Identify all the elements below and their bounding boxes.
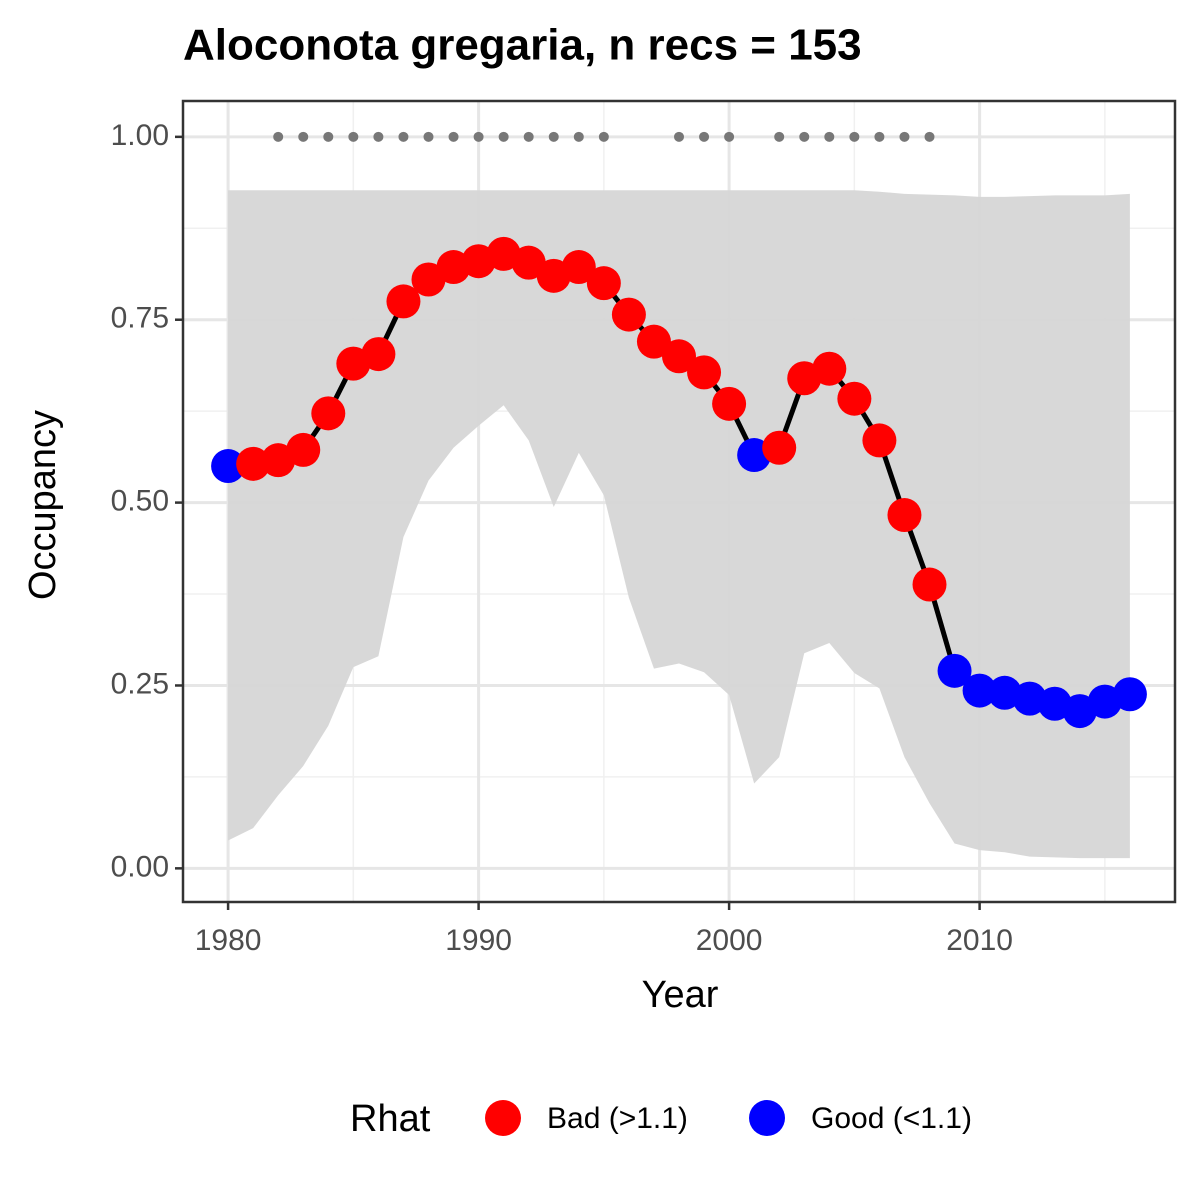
point (937, 653, 972, 688)
y-tick-label: 0.75 (111, 302, 169, 335)
record-dot (498, 131, 509, 142)
record-dot (398, 131, 409, 142)
record-dot (573, 131, 584, 142)
point (636, 324, 671, 359)
confidence-ribbon (228, 190, 1130, 859)
point (411, 262, 446, 297)
y-tick-label: 0.25 (111, 667, 169, 700)
x-tick-label: 1990 (445, 924, 512, 957)
record-dot (849, 131, 860, 142)
record-dot (598, 131, 609, 142)
point (386, 284, 421, 319)
y-axis-title: Occupancy (22, 410, 64, 600)
record-dot (799, 131, 810, 142)
point (586, 266, 621, 301)
x-axis-title: Year (642, 974, 719, 1016)
record-dot (273, 131, 284, 142)
point (837, 381, 872, 416)
point (812, 351, 847, 386)
legend-key (749, 1100, 785, 1136)
point (561, 250, 596, 285)
point (511, 245, 546, 280)
point (311, 396, 346, 431)
x-tick-label: 1980 (195, 924, 262, 957)
record-dot (774, 131, 785, 142)
point (862, 423, 897, 458)
record-dot (724, 131, 735, 142)
x-tick-label: 2000 (696, 924, 763, 957)
point (662, 339, 696, 374)
legend-title: Rhat (350, 1098, 431, 1140)
point (611, 297, 646, 332)
record-dot (298, 131, 309, 142)
record-dot (874, 131, 885, 142)
point (912, 567, 947, 602)
chart-title: Aloconota gregaria, n recs = 153 (183, 21, 862, 70)
point (762, 430, 797, 465)
record-dot (348, 131, 359, 142)
record-dot (924, 131, 935, 142)
record-dot (323, 131, 334, 142)
point (286, 432, 321, 467)
record-dot (448, 131, 459, 142)
x-tick-label: 2010 (946, 924, 1013, 957)
point (361, 337, 396, 372)
point (687, 355, 722, 390)
legend-key (485, 1100, 521, 1136)
record-dot (473, 131, 484, 142)
y-tick-label: 0.50 (111, 485, 169, 518)
record-dot (674, 131, 684, 142)
point (1112, 677, 1147, 712)
legend-label: Bad (>1.1) (547, 1102, 688, 1135)
record-dot (423, 131, 434, 142)
record-dot (523, 131, 534, 142)
point (962, 673, 997, 708)
point (712, 386, 747, 421)
record-dot (899, 131, 910, 142)
y-tick-label: 0.00 (111, 850, 169, 883)
y-tick-label: 1.00 (111, 119, 169, 152)
point (236, 446, 271, 481)
point (211, 449, 246, 484)
point (887, 498, 922, 533)
record-dot (824, 131, 835, 142)
record-dot (699, 131, 710, 142)
record-dot (373, 131, 384, 142)
record-dot (548, 131, 559, 142)
legend-label: Good (<1.1) (811, 1102, 972, 1135)
